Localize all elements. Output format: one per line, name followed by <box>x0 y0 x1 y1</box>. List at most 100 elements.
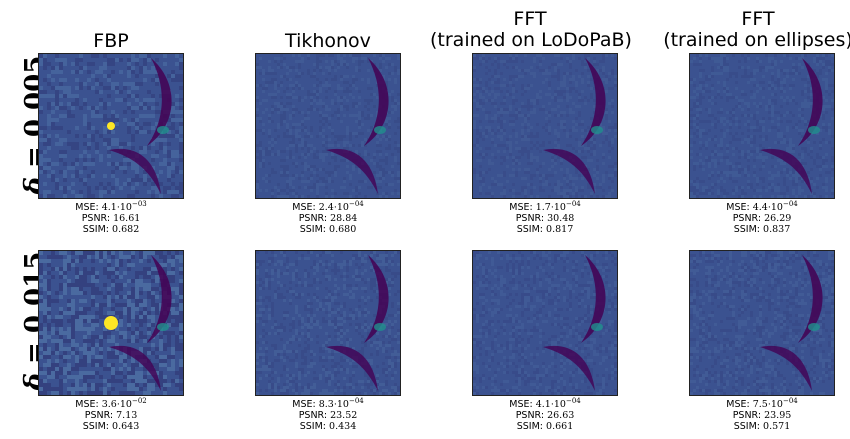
mse-mantissa: 4.1 <box>101 202 117 213</box>
psnr-label: PSNR: <box>84 410 114 421</box>
reconstruction-image <box>689 250 835 396</box>
mse-line: MSE: 1.7·10−04 <box>472 199 618 213</box>
mse-exponent: −04 <box>348 199 364 208</box>
mse-line: MSE: 2.4·10−04 <box>255 199 401 213</box>
metrics-block: MSE: 4.1·10−03 PSNR: 16.61 SSIM: 0.682 <box>38 200 184 235</box>
ssim-value: 0.571 <box>763 421 791 432</box>
mse-base: ·10 <box>550 399 566 410</box>
reconstruction-svg <box>256 54 400 198</box>
column-title-line2: (trained on LoDoPaB) <box>430 29 632 51</box>
mse-base: ·10 <box>767 399 783 410</box>
ssim-label: SSIM: <box>299 421 327 432</box>
mse-exponent: −02 <box>131 396 147 405</box>
metrics-block: MSE: 4.4·10−04 PSNR: 26.29 SSIM: 0.837 <box>689 200 835 235</box>
mse-line: MSE: 8.3·10−04 <box>255 396 401 410</box>
ssim-label: SSIM: <box>82 421 110 432</box>
mse-base: ·10 <box>333 399 349 410</box>
ssim-value: 0.680 <box>329 224 357 235</box>
column-title-fbp: FBP <box>38 31 184 52</box>
ssim-label: SSIM: <box>516 224 544 235</box>
psnr-value: 26.29 <box>764 213 792 224</box>
ssim-value: 0.434 <box>329 421 357 432</box>
mse-label: MSE: <box>726 399 750 410</box>
metrics-block: MSE: 1.7·10−04 PSNR: 30.48 SSIM: 0.817 <box>472 199 618 235</box>
ssim-line: SSIM: 0.817 <box>472 224 618 235</box>
psnr-label: PSNR: <box>298 213 328 224</box>
ssim-line: SSIM: 0.434 <box>255 421 401 432</box>
ssim-value: 0.643 <box>112 421 140 432</box>
mse-base: ·10 <box>116 399 132 410</box>
psnr-label: PSNR: <box>732 410 762 421</box>
reconstruction-svg <box>690 251 834 395</box>
mse-label: MSE: <box>75 202 99 213</box>
mse-mantissa: 3.6 <box>101 399 117 410</box>
ssim-label: SSIM: <box>733 224 761 235</box>
column-title-tikhonov: Tikhonov <box>255 31 401 52</box>
column-title-fft-lodopab: FFT (trained on LoDoPaB) <box>430 8 632 51</box>
psnr-value: 23.95 <box>764 410 792 421</box>
column-title-line1: FFT <box>741 8 775 30</box>
psnr-value: 7.13 <box>116 410 138 421</box>
psnr-value: 16.61 <box>113 213 141 224</box>
reconstruction-image <box>38 250 184 396</box>
reconstruction-image <box>255 53 401 199</box>
reconstruction-svg <box>473 251 617 395</box>
ssim-line: SSIM: 0.837 <box>689 224 835 235</box>
reconstruction-svg <box>690 54 834 198</box>
mse-mantissa: 2.4 <box>318 202 334 213</box>
psnr-line: PSNR: 23.95 <box>689 410 835 421</box>
mse-base: ·10 <box>116 202 132 213</box>
psnr-line: PSNR: 26.29 <box>689 213 835 224</box>
mse-exponent: −04 <box>348 396 364 405</box>
psnr-label: PSNR: <box>515 410 545 421</box>
mse-mantissa: 8.3 <box>318 399 334 410</box>
mse-mantissa: 4.1 <box>535 399 551 410</box>
ssim-label: SSIM: <box>733 421 761 432</box>
mse-line: MSE: 3.6·10−02 <box>38 396 184 410</box>
psnr-value: 28.84 <box>330 213 358 224</box>
mse-line: MSE: 4.1·10−04 <box>472 397 618 410</box>
psnr-value: 23.52 <box>330 410 358 421</box>
metrics-block: MSE: 2.4·10−04 PSNR: 28.84 SSIM: 0.680 <box>255 199 401 235</box>
mse-label: MSE: <box>75 399 99 410</box>
mse-mantissa: 1.7 <box>535 202 551 213</box>
ssim-line: SSIM: 0.571 <box>689 421 835 432</box>
mse-label: MSE: <box>509 202 533 213</box>
psnr-value: 26.63 <box>547 410 575 421</box>
ssim-label: SSIM: <box>82 224 110 235</box>
mse-label: MSE: <box>292 399 316 410</box>
metrics-block: MSE: 8.3·10−04 PSNR: 23.52 SSIM: 0.434 <box>255 396 401 432</box>
column-title-line1: FFT <box>513 8 547 30</box>
ssim-value: 0.661 <box>546 421 574 432</box>
reconstruction-svg <box>39 54 183 198</box>
mse-line: MSE: 4.4·10−04 <box>689 200 835 213</box>
metrics-block: MSE: 7.5·10−04 PSNR: 23.95 SSIM: 0.571 <box>689 397 835 432</box>
psnr-label: PSNR: <box>81 213 111 224</box>
mse-exponent: −04 <box>565 199 581 208</box>
psnr-value: 30.48 <box>547 213 575 224</box>
metrics-block: MSE: 4.1·10−04 PSNR: 26.63 SSIM: 0.661 <box>472 397 618 432</box>
ssim-value: 0.817 <box>546 224 574 235</box>
mse-line: MSE: 7.5·10−04 <box>689 397 835 410</box>
reconstruction-image <box>38 53 184 199</box>
psnr-label: PSNR: <box>515 213 545 224</box>
ssim-label: SSIM: <box>299 224 327 235</box>
mse-line: MSE: 4.1·10−03 <box>38 200 184 213</box>
psnr-line: PSNR: 23.52 <box>255 410 401 421</box>
psnr-line: PSNR: 26.63 <box>472 410 618 421</box>
ssim-line: SSIM: 0.661 <box>472 421 618 432</box>
reconstruction-image <box>689 53 835 199</box>
ssim-value: 0.682 <box>112 224 140 235</box>
psnr-line: PSNR: 16.61 <box>38 213 184 224</box>
mse-label: MSE: <box>292 202 316 213</box>
metrics-block: MSE: 3.6·10−02 PSNR: 7.13 SSIM: 0.643 <box>38 396 184 432</box>
mse-base: ·10 <box>333 202 349 213</box>
psnr-line: PSNR: 30.48 <box>472 213 618 224</box>
column-title-line1: FBP <box>93 30 129 52</box>
psnr-label: PSNR: <box>298 410 328 421</box>
ssim-line: SSIM: 0.682 <box>38 224 184 235</box>
column-title-line1: Tikhonov <box>285 30 371 52</box>
mse-label: MSE: <box>726 202 750 213</box>
ssim-line: SSIM: 0.643 <box>38 421 184 432</box>
psnr-line: PSNR: 7.13 <box>38 410 184 421</box>
